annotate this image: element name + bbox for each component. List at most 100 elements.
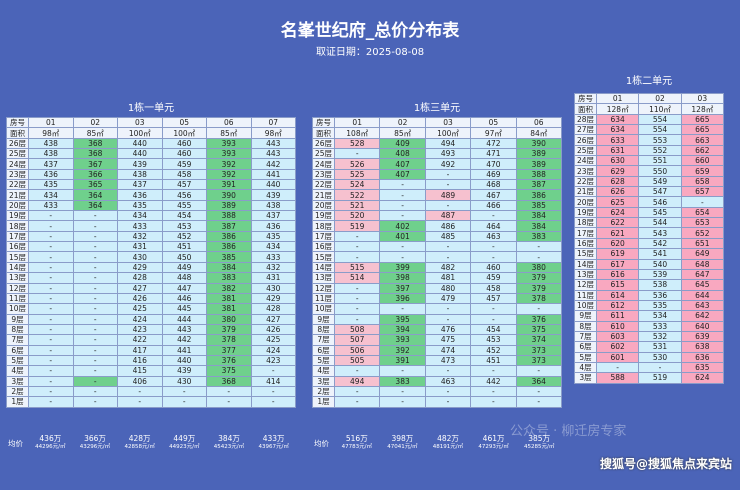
price-cell: - xyxy=(28,230,74,243)
table-row: 18层 519 402 486 464 384 xyxy=(312,220,563,232)
avg-unit-price: 47783元/㎡ xyxy=(341,444,372,450)
price-cell: 438 xyxy=(28,148,74,160)
avg-unit-price: 45423元/㎡ xyxy=(213,444,245,450)
price-cell: 470 xyxy=(470,158,517,170)
price-cell: 435 xyxy=(28,179,74,191)
unit-number: 06 xyxy=(206,116,252,129)
floor-label: 8层 xyxy=(574,320,597,332)
floor-label: 20层 xyxy=(574,196,597,208)
area-label: 面积 xyxy=(312,127,335,139)
price-cell: 456 xyxy=(161,189,207,201)
floor-label: 19层 xyxy=(6,210,29,222)
table-row: 16层 620 542 651 xyxy=(574,237,725,250)
price-cell: - xyxy=(72,210,118,222)
header-row-area: 面积 128㎡ 110㎡ 128㎡ xyxy=(574,103,725,115)
avg-unit-price: 44296元/㎡ xyxy=(35,444,66,450)
floor-label: 12层 xyxy=(312,282,335,294)
watermark-public-account: 公众号 · 柳迁房专家 xyxy=(510,424,627,439)
price-cell: - xyxy=(28,313,74,325)
price-cell: 626 xyxy=(595,186,640,198)
price-cell: 373 xyxy=(515,344,563,356)
floor-label: 25层 xyxy=(6,148,29,160)
price-cell: - xyxy=(72,230,118,243)
price-cell: 378 xyxy=(515,292,563,305)
avg-price: 482万 xyxy=(437,434,459,443)
price-cell: 393 xyxy=(206,137,252,150)
floor-label: 4层 xyxy=(6,365,29,377)
price-cell: 381 xyxy=(206,303,252,315)
avg-unit-price: 42858元/㎡ xyxy=(124,444,155,450)
price-cell: 434 xyxy=(250,241,296,253)
price-cell: 429 xyxy=(250,292,296,305)
price-cell: 439 xyxy=(250,189,296,201)
table-row: 3层 - -406 430 368 414 xyxy=(6,375,296,387)
floor-label: 24层 xyxy=(574,155,597,167)
price-cell: 452 xyxy=(470,344,517,356)
price-cell: 436 xyxy=(117,189,163,201)
unit-area: 98㎡ xyxy=(250,127,296,139)
table-row: 11层 614 536 644 xyxy=(574,289,725,301)
price-cell: - xyxy=(379,365,426,377)
price-cell: 519 xyxy=(333,220,381,232)
price-cell: 463 xyxy=(424,375,472,387)
price-cell: 644 xyxy=(680,289,725,301)
price-cell: - xyxy=(28,396,74,408)
price-cell: 383 xyxy=(515,230,563,243)
price-cell: 612 xyxy=(595,299,640,312)
table-row: 14层 - -429 449 384 432 xyxy=(6,261,296,274)
avg-cell: 436万 44296元/㎡ xyxy=(28,434,73,452)
floor-label: 25层 xyxy=(574,144,597,157)
price-cell: 520 xyxy=(333,210,381,222)
price-cell: 380 xyxy=(206,313,252,325)
price-cell: - xyxy=(250,365,296,377)
floor-label: 23层 xyxy=(6,168,29,181)
price-cell: 649 xyxy=(680,248,725,260)
table-row: 21层 626 547 657 xyxy=(574,186,725,198)
price-cell: 409 xyxy=(379,137,426,150)
price-cell: 364 xyxy=(72,199,118,212)
price-cell: 429 xyxy=(117,261,163,274)
price-cell: - xyxy=(379,303,426,315)
avg-price: 366万 xyxy=(84,434,106,443)
price-cell: 441 xyxy=(250,168,296,181)
price-cell: 443 xyxy=(250,137,296,150)
price-cell: - xyxy=(333,385,381,398)
price-cell: - xyxy=(470,241,517,253)
table-row: 23层 436 366 438 458 392 441 xyxy=(6,168,296,181)
table-row: 7层 603 532 639 xyxy=(574,330,725,343)
price-cell: 428 xyxy=(250,303,296,315)
table-row: 19层 520-487-384 xyxy=(312,210,563,222)
price-cell: 385 xyxy=(515,199,563,212)
price-cell: 432 xyxy=(117,230,163,243)
table-row: 23层 525 407-469 388 xyxy=(312,168,563,181)
price-cell: 621 xyxy=(595,227,640,239)
price-cell: 468 xyxy=(470,179,517,191)
price-cell: - xyxy=(28,210,74,222)
price-cell: - xyxy=(424,396,472,408)
price-cell: 533 xyxy=(638,320,682,332)
price-cell: 434 xyxy=(28,189,74,201)
avg-price: 384万 xyxy=(218,434,240,443)
price-cell: - xyxy=(680,196,725,208)
unit-number: 03 xyxy=(117,116,163,129)
price-cell: - xyxy=(424,385,472,398)
floor-label: 5层 xyxy=(312,354,335,367)
price-cell: - xyxy=(72,344,118,356)
price-cell: 376 xyxy=(206,354,252,367)
price-cell: - xyxy=(72,272,118,284)
table-row: 13层 514 398 481 459 379 xyxy=(312,272,563,284)
table-row: 26层 633 553 663 xyxy=(574,134,725,146)
price-cell: 654 xyxy=(680,206,725,219)
price-cell: 629 xyxy=(595,165,640,177)
price-cell: 460 xyxy=(161,137,207,150)
price-cell: 391 xyxy=(206,179,252,191)
price-cell: 394 xyxy=(379,323,426,336)
price-cell: 603 xyxy=(595,330,640,343)
price-cell: 636 xyxy=(680,351,725,363)
price-cell: 588 xyxy=(595,372,640,384)
floor-label: 19层 xyxy=(312,210,335,222)
unit-area: 110㎡ xyxy=(638,103,682,115)
price-cell: - xyxy=(117,385,163,398)
price-cell: 384 xyxy=(515,220,563,232)
price-cell: 638 xyxy=(680,341,725,353)
